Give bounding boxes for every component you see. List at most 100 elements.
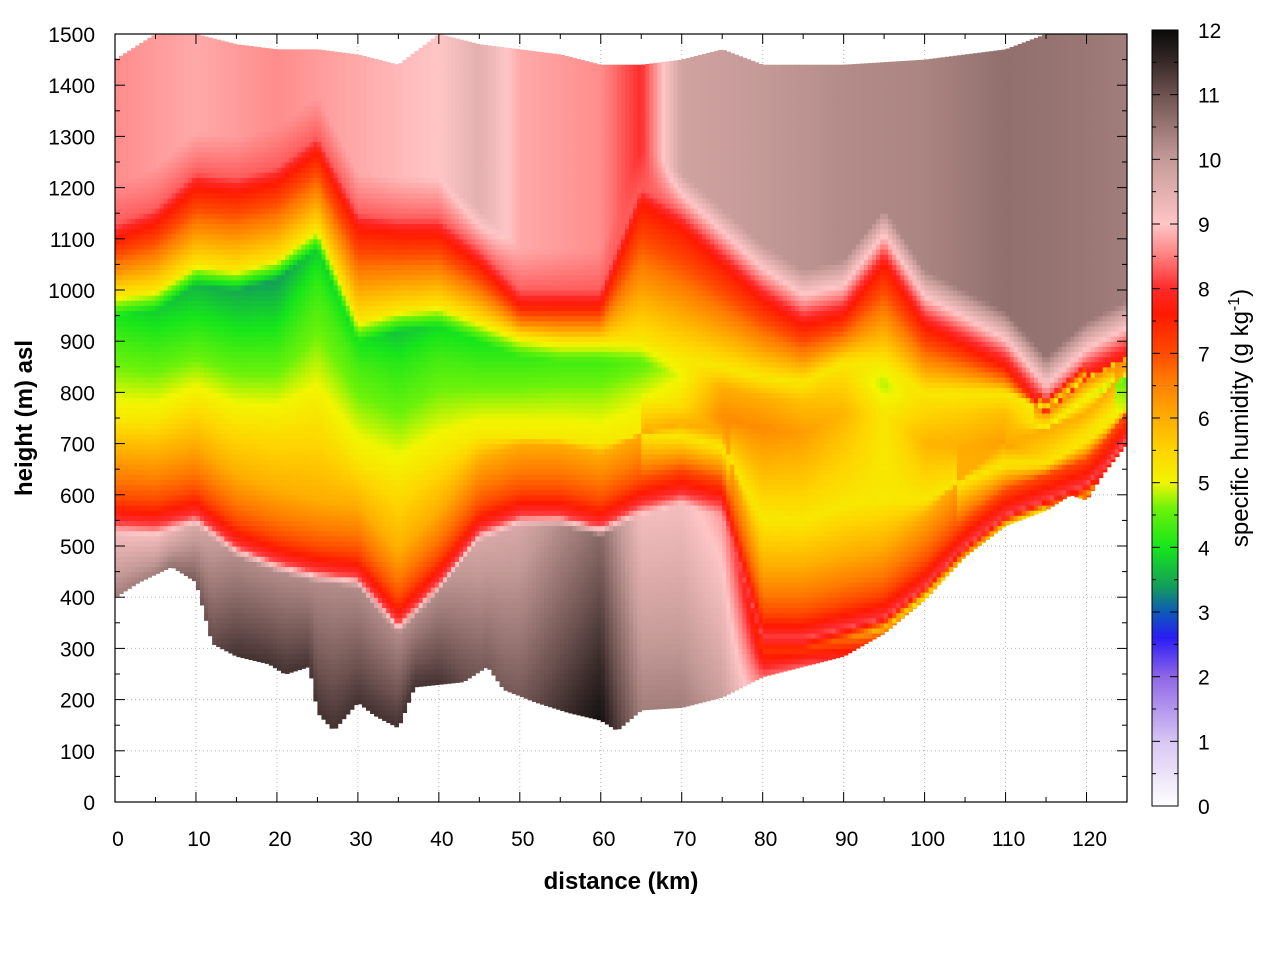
field-cell: [139, 233, 144, 240]
field-cell: [179, 561, 185, 568]
field-cell: [115, 74, 120, 81]
field-cell: [171, 115, 177, 122]
field-cell: [256, 202, 262, 209]
field-cell: [248, 284, 254, 291]
field-cell: [276, 110, 282, 117]
field-cell: [240, 592, 246, 598]
field-cell: [240, 238, 246, 245]
field-cell: [212, 172, 217, 178]
field-cell: [248, 571, 254, 578]
field-cell: [123, 264, 128, 271]
field-cell: [195, 402, 201, 409]
field-cell: [240, 131, 246, 137]
field-cell: [183, 126, 189, 132]
field-cell: [191, 274, 197, 281]
field-cell: [232, 484, 238, 491]
field-cell: [268, 74, 274, 81]
field-cell: [139, 162, 144, 168]
field-cell: [256, 489, 262, 496]
field-cell: [135, 59, 140, 66]
field-cell: [115, 320, 120, 327]
field-cell: [264, 351, 270, 358]
field-cell: [163, 525, 169, 532]
field-cell: [260, 64, 266, 71]
field-cell: [159, 428, 165, 434]
field-cell: [244, 566, 250, 573]
field-cell: [167, 295, 173, 301]
field-cell: [216, 274, 221, 281]
field-cell: [191, 510, 197, 516]
field-cell: [135, 346, 140, 353]
field-cell: [171, 85, 177, 91]
field-cell: [236, 356, 242, 363]
field-cell: [280, 95, 286, 102]
field-cell: [204, 192, 209, 199]
field-cell: [289, 648, 294, 655]
field-cell: [143, 254, 148, 260]
field-cell: [163, 361, 169, 368]
field-cell: [200, 39, 205, 45]
field-cell: [248, 162, 254, 168]
field-cell: [285, 453, 290, 460]
field-cell: [264, 402, 270, 409]
field-cell: [216, 336, 221, 342]
field-cell: [276, 453, 282, 460]
field-cell: [167, 69, 173, 76]
field-cell: [268, 182, 274, 189]
field-cell: [252, 530, 258, 537]
field-cell: [232, 423, 238, 429]
field-cell: [167, 551, 173, 557]
field-cell: [200, 546, 205, 552]
field-cell: [240, 243, 246, 250]
field-cell: [256, 228, 262, 235]
field-cell: [208, 356, 213, 363]
field-cell: [191, 290, 197, 296]
field-cell: [155, 382, 161, 388]
field-cell: [119, 494, 124, 501]
field-cell: [204, 80, 209, 86]
field-cell: [200, 105, 205, 112]
field-cell: [248, 69, 254, 76]
field-cell: [212, 330, 217, 337]
field-cell: [204, 377, 209, 383]
field-cell: [204, 95, 209, 102]
field-cell: [171, 49, 177, 56]
field-cell: [276, 90, 282, 97]
field-cell: [244, 418, 250, 424]
field-cell: [131, 74, 136, 81]
field-cell: [200, 249, 205, 255]
field-cell: [289, 643, 294, 649]
field-cell: [228, 310, 233, 317]
field-cell: [187, 438, 193, 445]
field-cell: [280, 392, 286, 399]
field-cell: [216, 546, 221, 552]
field-cell: [135, 469, 140, 475]
field-cell: [119, 510, 124, 516]
field-cell: [119, 438, 124, 445]
field-cell: [268, 423, 274, 429]
field-cell: [236, 474, 242, 481]
field-cell: [252, 612, 258, 619]
field-cell: [256, 100, 262, 107]
field-cell: [187, 59, 193, 66]
field-cell: [244, 361, 250, 368]
field-cell: [232, 407, 238, 414]
field-cell: [115, 105, 120, 112]
field-cell: [272, 607, 278, 614]
field-cell: [159, 443, 165, 450]
field-cell: [260, 453, 266, 460]
field-cell: [224, 284, 229, 291]
field-cell: [179, 121, 185, 127]
field-cell: [248, 208, 254, 214]
field-cell: [244, 499, 250, 506]
field-cell: [244, 597, 250, 603]
field-cell: [123, 453, 128, 460]
field-cell: [155, 218, 161, 225]
field-cell: [236, 223, 242, 230]
field-cell: [220, 428, 225, 434]
field-cell: [260, 510, 266, 516]
field-cell: [187, 223, 193, 230]
field-cell: [127, 356, 132, 363]
field-cell: [268, 300, 274, 306]
field-cell: [256, 535, 262, 542]
